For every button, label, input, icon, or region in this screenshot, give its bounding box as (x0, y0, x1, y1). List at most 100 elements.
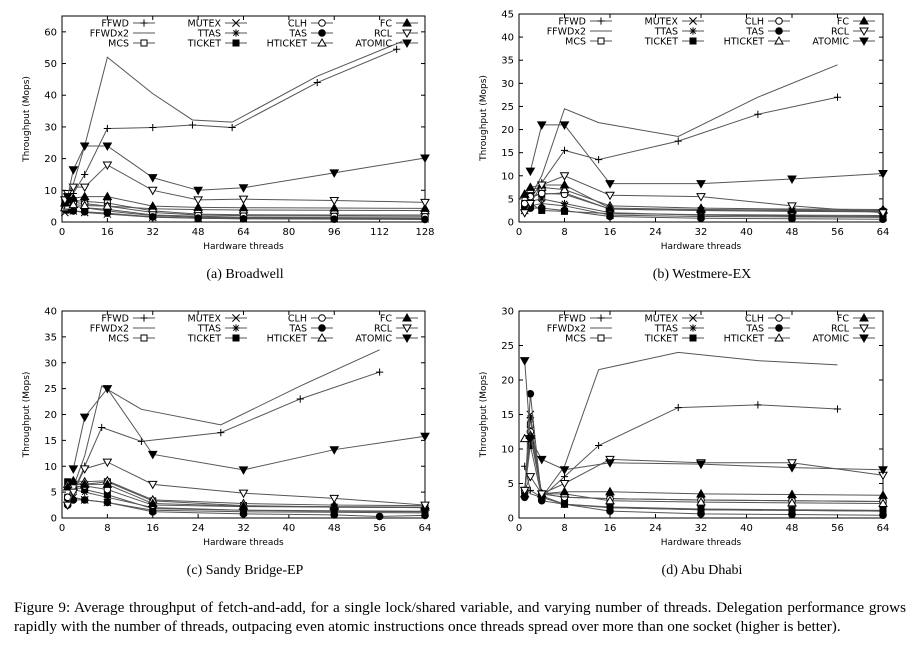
series-line-tas (524, 393, 884, 516)
data-point-tas (606, 212, 614, 221)
data-point-rcl (62, 501, 73, 511)
y-tick-label: 30 (44, 358, 57, 369)
subcaption-a: (a) Broadwell (206, 267, 284, 282)
x-tick-label: 48 (328, 523, 341, 534)
data-point-hticket (68, 199, 79, 209)
legend-label-ffwdx2: FFWDx2 (547, 324, 586, 335)
x-tick-label: 64 (877, 227, 890, 238)
legend-label-clh: CLH (745, 314, 764, 325)
series-line-atomic (524, 360, 884, 471)
data-point-tas (421, 215, 429, 224)
data-point-rcl (193, 196, 203, 205)
x-tick-label: 112 (370, 227, 389, 238)
series-tas (520, 204, 887, 224)
series-line-fc (524, 435, 884, 496)
data-point-atomic (102, 142, 113, 151)
data-point-fc (605, 203, 615, 212)
data-point-ffwd (560, 146, 569, 154)
y-tick-label: 35 (501, 56, 514, 67)
legend-marker-ffwd (140, 314, 148, 322)
legend-label-rcl: RCL (831, 324, 850, 335)
legend-label-ttas: TTAS (197, 324, 221, 335)
y-tick-label: 5 (508, 194, 514, 205)
y-tick-label: 60 (44, 27, 57, 38)
data-point-tas (239, 510, 248, 518)
data-point-hticket (79, 200, 90, 210)
legend-label-ffwdx2: FFWDx2 (90, 29, 129, 40)
legend-label-mutex: MUTEX (188, 19, 222, 30)
data-point-ffwd (98, 423, 106, 432)
data-point-ffwd (296, 395, 304, 403)
x-tick-label: 40 (740, 227, 753, 238)
data-point-atomic (878, 466, 888, 475)
data-point-atomic (519, 357, 530, 366)
data-point-ffwd (103, 124, 111, 133)
data-point-atomic (102, 385, 113, 394)
legend-marker-clh (775, 17, 783, 25)
data-point-fc (62, 481, 73, 491)
data-point-atomic (68, 166, 79, 175)
legend-label-mcs: MCS (108, 39, 129, 50)
data-point-atomic (79, 142, 90, 151)
legend-marker-rcl (402, 29, 412, 39)
x-tick-label: 8 (561, 227, 567, 238)
data-point-tas (606, 507, 614, 515)
data-point-rcl (525, 200, 536, 209)
legend-marker-hticket (317, 332, 327, 342)
x-tick-label: 0 (516, 523, 522, 534)
data-point-tas (788, 510, 796, 519)
y-tick-label: 10 (44, 186, 57, 197)
data-point-tas (375, 512, 384, 521)
data-point-atomic (420, 432, 430, 442)
data-point-atomic (238, 466, 249, 475)
series-line-clh (524, 431, 884, 502)
series-line-rcl (524, 458, 884, 495)
x-tick-label: 96 (328, 227, 341, 238)
legend-label-ticket: TICKET (187, 334, 221, 345)
series-line-ticket (524, 445, 884, 511)
y-tick-label: 10 (501, 445, 514, 456)
data-point-tas (697, 510, 705, 518)
x-tick-label: 24 (649, 523, 662, 534)
data-point-atomic (62, 193, 73, 202)
y-tick-label: 25 (44, 384, 57, 395)
data-point-ffwd (754, 110, 762, 118)
x-tick-label: 32 (237, 523, 250, 534)
legend-label-mcs: MCS (565, 37, 586, 48)
series-fc (59, 191, 430, 212)
data-point-fc (696, 488, 706, 498)
legend-label-rcl: RCL (374, 29, 393, 40)
legend-marker-hticket (317, 37, 327, 47)
legend-marker-atomic (402, 39, 412, 49)
data-point-rcl (238, 195, 249, 205)
x-tick-label: 128 (415, 227, 434, 238)
y-tick-label: 25 (501, 341, 514, 352)
x-tick-label: 24 (192, 523, 205, 534)
x-axis-label: Hardware threads (661, 538, 742, 548)
data-point-hticket (878, 498, 888, 508)
y-tick-label: 40 (501, 33, 514, 44)
data-point-atomic (68, 465, 79, 474)
legend-label-mutex: MUTEX (645, 314, 679, 325)
legend-marker-ttas (232, 29, 240, 37)
x-tick-label: 16 (604, 523, 617, 534)
legend-label-ticket: TICKET (644, 334, 678, 345)
series-rcl (519, 172, 888, 218)
legend-label-clh: CLH (288, 314, 307, 325)
legend-marker-clh (775, 314, 783, 322)
legend-marker-clh (318, 314, 326, 322)
series-atomic (519, 357, 888, 475)
data-point-rcl (102, 458, 113, 468)
data-point-fc (238, 501, 249, 510)
legend-label-tas: TAS (288, 29, 307, 40)
data-point-rcl (329, 196, 340, 206)
x-tick-label: 40 (283, 523, 296, 534)
legend-label-atomic: ATOMIC (355, 39, 392, 50)
data-point-fc (79, 479, 90, 488)
x-tick-label: 0 (516, 227, 522, 238)
x-axis-label: Hardware threads (203, 242, 284, 252)
data-point-atomic (79, 413, 90, 423)
y-axis-label: Throughput (Mops) (22, 372, 32, 459)
series-atomic (68, 385, 430, 475)
